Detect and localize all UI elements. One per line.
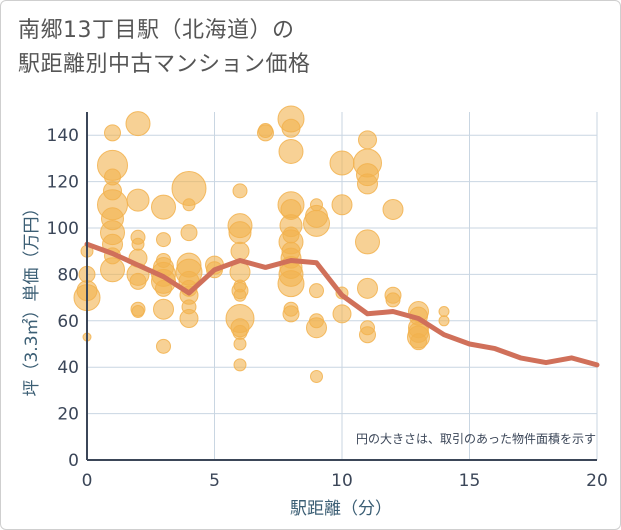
bubble-point — [131, 305, 145, 319]
y-tick-label: 100 — [47, 219, 79, 239]
bubble-point — [156, 232, 171, 248]
bubbles-layer — [73, 105, 450, 383]
y-tick-label: 0 — [68, 451, 79, 471]
bubble-point — [232, 183, 248, 199]
bubble-point — [179, 308, 199, 328]
average-line-layer — [84, 241, 600, 368]
bubble-point — [438, 306, 450, 318]
bubble-point — [359, 326, 376, 344]
bubble-point — [233, 288, 247, 302]
title-line-1: 南郷13丁目駅（北海道）の — [18, 18, 295, 43]
bubble-point — [309, 283, 324, 299]
bubble-point — [385, 292, 401, 308]
bubble-point — [438, 315, 450, 327]
bubble-point — [233, 337, 247, 351]
y-tick-label: 20 — [57, 405, 79, 425]
title-line-2: 駅距離別中古マンション価格 — [18, 52, 311, 77]
bubble-point — [332, 304, 352, 324]
chart-title: 南郷13丁目駅（北海道）の 駅距離別中古マンション価格 — [18, 14, 311, 82]
bubble-point — [156, 338, 171, 354]
axes — [86, 112, 597, 461]
x-tick-label: 15 — [459, 471, 481, 491]
bubble-point — [131, 237, 145, 251]
y-tick-label: 120 — [47, 173, 79, 193]
x-tick-label: 20 — [586, 471, 608, 491]
bubble-point — [257, 124, 274, 142]
bubble-point — [100, 257, 125, 283]
bubble-point — [228, 221, 252, 245]
bubble-point — [357, 277, 378, 299]
bubble-point — [104, 124, 121, 142]
x-tick-label: 5 — [209, 471, 220, 491]
y-tick-label: 140 — [47, 126, 79, 146]
bubble-point — [277, 270, 305, 298]
bubble-point — [232, 324, 248, 340]
bubble-point — [126, 188, 150, 212]
bubble-point — [382, 198, 404, 220]
bubble-point — [303, 209, 330, 237]
bubble-point — [230, 241, 250, 261]
y-tick-labels: 0 20 40 60 80 100 120 140 — [47, 126, 79, 471]
bubble-point — [180, 224, 198, 242]
bubble-point — [182, 198, 196, 212]
bubble-point — [329, 150, 355, 176]
bubble-point — [310, 369, 323, 383]
bubble-point — [355, 229, 380, 255]
bubble-size-note: 円の大きさは、取引のあった物件面積を示す — [356, 431, 596, 446]
bubble-point — [281, 118, 301, 138]
average-price-line — [84, 241, 600, 368]
x-tick-label: 0 — [82, 471, 93, 491]
bubble-point — [233, 358, 247, 372]
bubble-point — [129, 272, 147, 290]
bubble-point — [278, 138, 304, 164]
bubble-point — [151, 194, 176, 220]
bubble-point — [155, 279, 172, 297]
bubble-point — [153, 298, 174, 320]
bubble-point — [410, 333, 427, 351]
bubble-point — [282, 305, 300, 323]
x-tick-label: 10 — [331, 471, 353, 491]
bubble-point — [331, 194, 353, 216]
x-axis-title: 駅距離（分） — [290, 499, 392, 519]
bubble-point — [306, 317, 327, 339]
y-axis-title: 坪（3.3㎡）単価（万円） — [22, 199, 42, 396]
bubble-point — [125, 111, 151, 137]
bubble-point — [357, 173, 378, 195]
x-tick-labels: 0 5 10 15 20 — [82, 471, 608, 491]
bubble-point — [358, 130, 377, 150]
y-tick-label: 60 — [57, 312, 79, 332]
y-tick-label: 40 — [57, 358, 79, 378]
y-tick-label: 80 — [57, 265, 79, 285]
